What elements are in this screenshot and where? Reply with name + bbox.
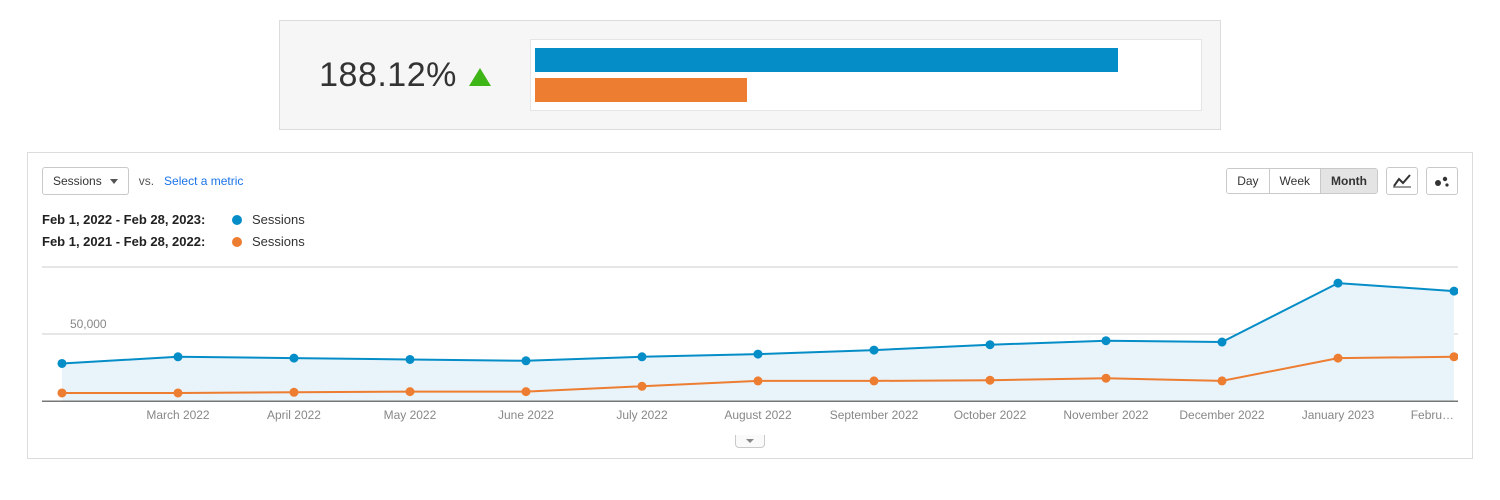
svg-text:May 2022: May 2022 (384, 408, 437, 422)
legend-series-name: Sessions (252, 231, 305, 253)
svg-text:August 2022: August 2022 (724, 408, 792, 422)
legend-range: Feb 1, 2022 - Feb 28, 2023: (42, 209, 222, 231)
granularity-day[interactable]: Day (1227, 169, 1269, 193)
granularity-month[interactable]: Month (1321, 169, 1377, 193)
granularity-week[interactable]: Week (1270, 169, 1321, 193)
panel-toolbar-right: DayWeekMonth (1226, 167, 1458, 195)
line-chart-icon (1393, 174, 1411, 188)
legend: Feb 1, 2022 - Feb 28, 2023:SessionsFeb 1… (42, 209, 1458, 253)
legend-row: Feb 1, 2022 - Feb 28, 2023: Sessions (42, 209, 1458, 231)
chevron-down-icon (110, 179, 118, 184)
metric-selector-label: Sessions (53, 174, 102, 188)
panel-resize-handle[interactable] (735, 435, 765, 448)
svg-text:December 2022: December 2022 (1179, 408, 1265, 422)
legend-series-name: Sessions (252, 209, 305, 231)
svg-text:Febru…: Febru… (1411, 408, 1454, 422)
granularity-toggle: DayWeekMonth (1226, 168, 1378, 194)
scorecard-bar (535, 78, 747, 102)
svg-text:March 2022: March 2022 (146, 408, 210, 422)
svg-text:100,000: 100,000 (70, 263, 114, 264)
select-metric-link[interactable]: Select a metric (164, 174, 243, 188)
scorecard-bars (530, 39, 1202, 111)
svg-text:50,000: 50,000 (70, 317, 107, 331)
svg-text:January 2023: January 2023 (1302, 408, 1375, 422)
legend-row: Feb 1, 2021 - Feb 28, 2022: Sessions (42, 231, 1458, 253)
svg-text:June 2022: June 2022 (498, 408, 554, 422)
svg-text:October 2022: October 2022 (954, 408, 1027, 422)
panel-toolbar: Sessions vs. Select a metric DayWeekMont… (42, 167, 1458, 195)
bubble-chart-icon (1433, 174, 1451, 188)
svg-text:November 2022: November 2022 (1063, 408, 1149, 422)
analytics-panel: Sessions vs. Select a metric DayWeekMont… (27, 152, 1473, 459)
svg-text:April 2022: April 2022 (267, 408, 321, 422)
legend-dot-icon (232, 237, 242, 247)
chart-type-line-button[interactable] (1386, 167, 1418, 195)
vs-label: vs. (139, 174, 154, 188)
legend-range: Feb 1, 2021 - Feb 28, 2022: (42, 231, 222, 253)
svg-text:September 2022: September 2022 (830, 408, 919, 422)
svg-text:July 2022: July 2022 (616, 408, 668, 422)
scorecard-value: 188.12% (319, 56, 457, 95)
panel-toolbar-left: Sessions vs. Select a metric (42, 167, 243, 195)
legend-dot-icon (232, 215, 242, 225)
scorecard-bar (535, 48, 1118, 72)
chart-type-motion-button[interactable] (1426, 167, 1458, 195)
sessions-line-chart: 50,000 100,000 March 2022 April 2022 May 202… (42, 263, 1458, 435)
scorecard-summary: 188.12% (280, 21, 530, 129)
metric-selector[interactable]: Sessions (42, 167, 129, 195)
arrow-up-icon (469, 68, 491, 86)
chevron-down-icon (746, 439, 754, 443)
scorecard: 188.12% (279, 20, 1221, 130)
